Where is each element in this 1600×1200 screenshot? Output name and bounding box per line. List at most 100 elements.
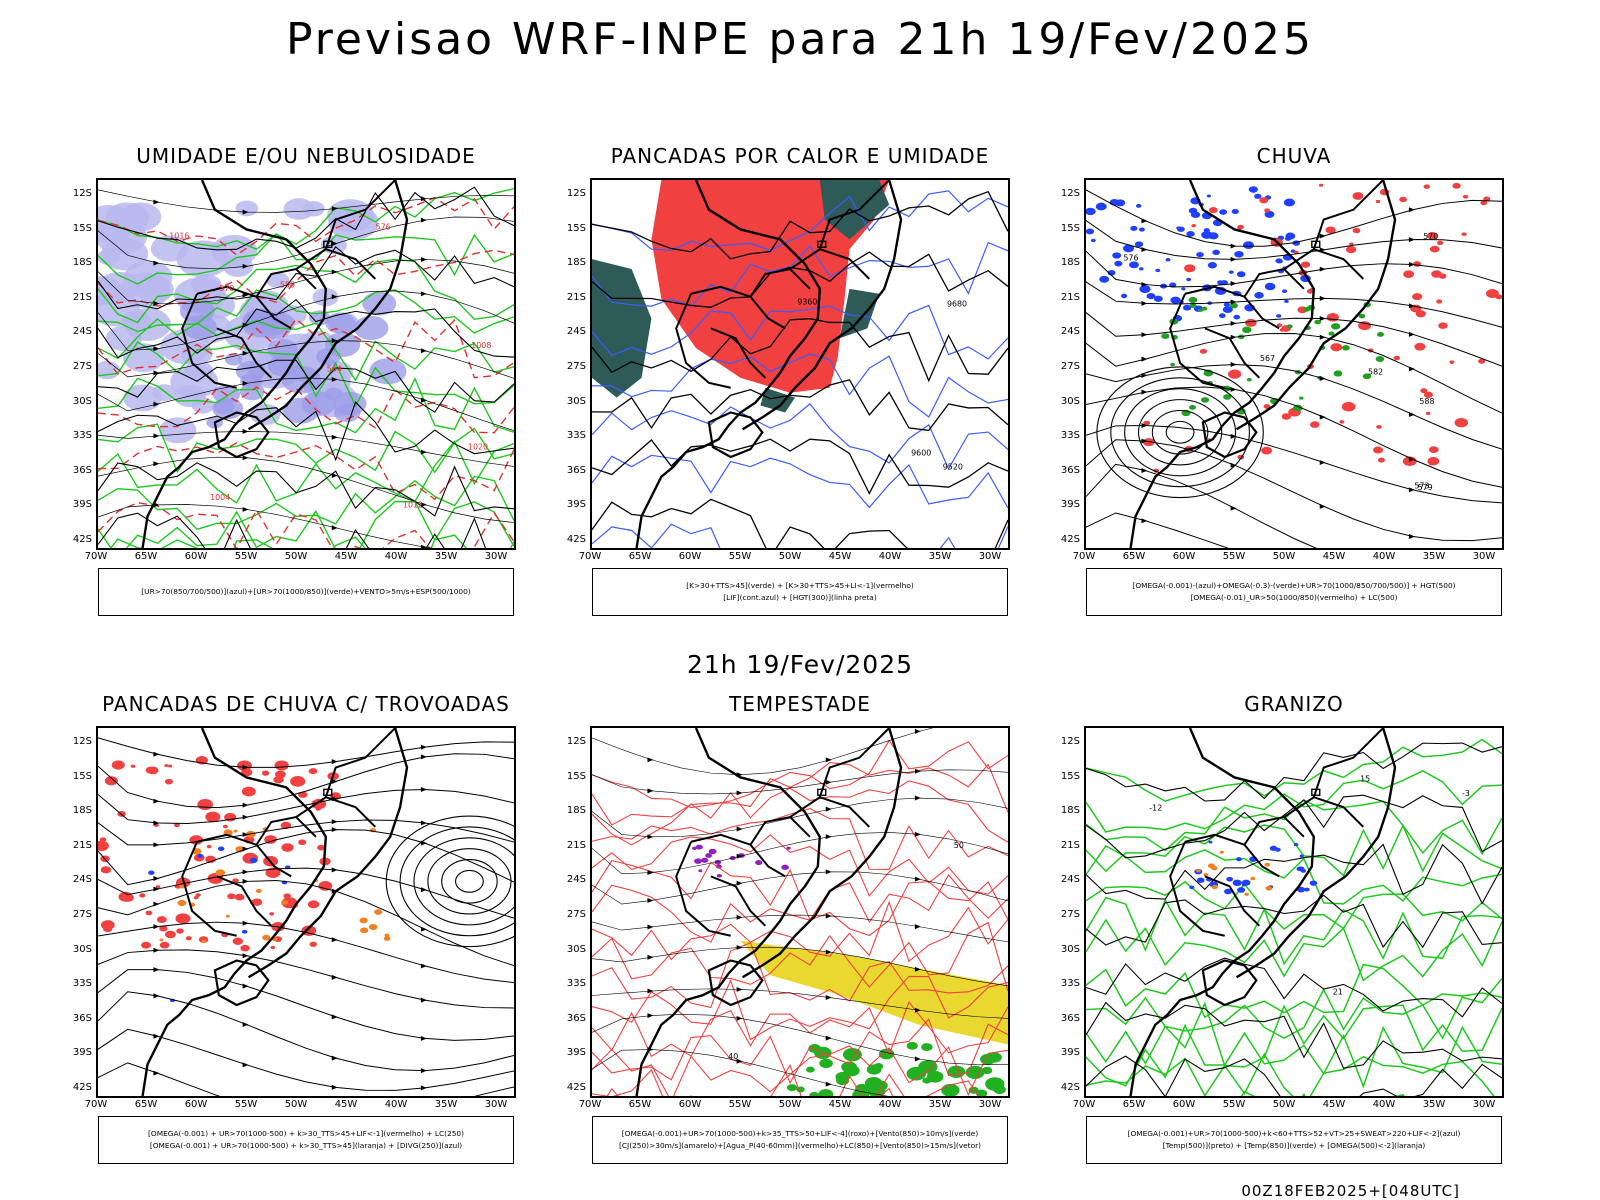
lon-tick-label: 35W xyxy=(928,1099,952,1110)
lon-tick-label: 40W xyxy=(878,1099,902,1110)
lon-tick-label: 40W xyxy=(384,551,408,562)
lat-tick-label: 42S xyxy=(1060,534,1080,545)
legend-line: [OMEGA(-0.001)+UR>70(1000-500)+k>35_TTS>… xyxy=(621,1129,979,1138)
lon-tick-label: 50W xyxy=(778,1099,802,1110)
lat-tick-label: 12S xyxy=(72,736,92,747)
lon-tick-label: 60W xyxy=(678,1099,702,1110)
legend-line: [CJ(250)>30m/s](amarelo)+[Agua_P(40-60mm… xyxy=(618,1141,982,1150)
lat-tick-label: 27S xyxy=(72,361,92,372)
lon-tick-label: 50W xyxy=(284,1099,308,1110)
lat-tick-label: 30S xyxy=(1060,395,1080,407)
lat-tick-label: 15S xyxy=(1060,222,1080,234)
lon-tick-label: 70W xyxy=(84,1099,108,1110)
contour-label: 564 xyxy=(327,364,342,373)
contour-label: 576 xyxy=(1123,254,1138,263)
lon-tick-label: 70W xyxy=(1072,551,1096,562)
panel-title: GRANIZO xyxy=(1244,692,1344,716)
lat-tick-label: 18S xyxy=(566,805,586,817)
lon-tick-label: 65W xyxy=(628,551,652,562)
lat-tick-label: 39S xyxy=(1060,1047,1080,1059)
contour-label: 1020 xyxy=(468,443,488,452)
lat-tick-label: 30S xyxy=(566,943,586,955)
panel-legend: [K>30+TTS>45](verde) + [K>30+TTS>45+LI<-… xyxy=(592,568,1008,616)
contour-label: -12 xyxy=(1149,803,1162,812)
legend-line: [OMEGA(-0.001) + UR>70(1000-500) + k>30_… xyxy=(149,1141,463,1150)
lat-tick-label: 27S xyxy=(566,909,586,920)
legend-line: [OMEGA(-0.01)_UR>50(1000/850)(vermelho) … xyxy=(1190,593,1398,602)
lat-tick-label: 42S xyxy=(72,534,92,545)
lat-tick-label: 30S xyxy=(72,943,92,955)
contour-label: 1004 xyxy=(210,493,230,502)
panel-title: CHUVA xyxy=(1256,144,1332,168)
contour-label: 9520 xyxy=(943,463,963,472)
forecast-map: 588 582 579 576 573 570 567 xyxy=(1084,178,1504,550)
lat-tick-label: 12S xyxy=(72,188,92,199)
map-canvas xyxy=(98,728,514,1096)
lon-tick-label: 35W xyxy=(928,551,952,562)
lon-tick-label: 60W xyxy=(1172,1099,1196,1110)
lat-tick-label: 12S xyxy=(1060,736,1080,747)
lat-tick-label: 33S xyxy=(72,430,92,442)
lat-tick-label: 12S xyxy=(566,736,586,747)
lat-tick-label: 18S xyxy=(1060,805,1080,817)
forecast-map: 50 40 xyxy=(590,726,1010,1098)
map-canvas: -3 -12 15 21 xyxy=(1086,728,1502,1096)
lat-tick-label: 36S xyxy=(1060,1012,1080,1024)
panel-legend: [OMEGA(-0.001) + UR>70(1000-500) + k>30_… xyxy=(98,1116,514,1164)
lon-tick-label: 60W xyxy=(184,551,208,562)
panel-legend: [OMEGA(-0.001)-(azul)+OMEGA(-0.3)-(verde… xyxy=(1086,568,1502,616)
lat-tick-label: 21S xyxy=(72,291,92,303)
lat-tick-label: 21S xyxy=(566,839,586,851)
lat-tick-label: 24S xyxy=(1060,874,1080,886)
lon-tick-label: 45W xyxy=(1322,551,1346,562)
lat-tick-label: 30S xyxy=(1060,943,1080,955)
panel-title: UMIDADE E/OU NEBULOSIDADE xyxy=(136,144,476,168)
lon-tick-label: 50W xyxy=(1272,1099,1296,1110)
contour-label: 588 xyxy=(1419,397,1434,406)
lat-tick-label: 24S xyxy=(72,326,92,338)
lon-tick-label: 55W xyxy=(234,551,258,562)
lat-tick-label: 21S xyxy=(72,839,92,851)
lon-tick-label: 45W xyxy=(828,1099,852,1110)
lon-tick-label: 50W xyxy=(284,551,308,562)
lat-tick-label: 39S xyxy=(1060,499,1080,511)
forecast-map: 1012 1016 1020 1008 1004 576 570 564 558 xyxy=(96,178,516,550)
lat-tick-label: 30S xyxy=(72,395,92,407)
contour-label: 9600 xyxy=(911,449,931,458)
lat-tick-label: 42S xyxy=(1060,1082,1080,1093)
contour-label: 21 xyxy=(1333,987,1343,996)
lat-tick-label: 33S xyxy=(566,430,586,442)
lon-tick-label: 55W xyxy=(728,551,752,562)
contour-label: 567 xyxy=(1260,354,1275,363)
lon-tick-label: 65W xyxy=(134,551,158,562)
lat-tick-label: 24S xyxy=(566,326,586,338)
legend-line: [OMEGA(-0.001) + UR>70(1000-500) + k>30_… xyxy=(148,1129,464,1138)
lat-tick-label: 36S xyxy=(1060,464,1080,476)
lat-tick-label: 33S xyxy=(1060,430,1080,442)
lat-tick-label: 24S xyxy=(72,874,92,886)
lon-tick-label: 55W xyxy=(728,1099,752,1110)
lat-tick-label: 42S xyxy=(566,1082,586,1093)
lon-tick-label: 40W xyxy=(1372,551,1396,562)
lat-tick-label: 21S xyxy=(1060,291,1080,303)
contour-label: 15 xyxy=(1360,774,1370,783)
forecast-time-label: 21h 19/Fev/2025 xyxy=(686,650,914,679)
lon-tick-label: 55W xyxy=(234,1099,258,1110)
lon-tick-label: 30W xyxy=(484,551,508,562)
forecast-map: 9600 9680 9520 9360 xyxy=(590,178,1010,550)
lat-tick-label: 15S xyxy=(72,770,92,782)
contour-label: 1012 xyxy=(403,501,423,510)
lon-tick-label: 35W xyxy=(1422,551,1446,562)
lat-tick-label: 30S xyxy=(566,395,586,407)
lon-tick-label: 30W xyxy=(1472,1099,1496,1110)
lon-tick-label: 60W xyxy=(1172,551,1196,562)
lon-tick-label: 30W xyxy=(978,551,1002,562)
legend-line: [OMEGA(-0.001)-(azul)+OMEGA(-0.3)-(verde… xyxy=(1132,581,1456,590)
legend-line: [OMEGA(-0.001)+UR>70(1000-500)+k<60+TTS>… xyxy=(1127,1129,1461,1138)
panel-legend: [OMEGA(-0.001)+UR>70(1000-500)+k<60+TTS>… xyxy=(1086,1116,1502,1164)
lon-tick-label: 30W xyxy=(484,1099,508,1110)
lat-tick-label: 39S xyxy=(72,1047,92,1059)
lat-tick-label: 39S xyxy=(72,499,92,511)
lat-tick-label: 36S xyxy=(72,464,92,476)
lat-tick-label: 18S xyxy=(72,257,92,269)
